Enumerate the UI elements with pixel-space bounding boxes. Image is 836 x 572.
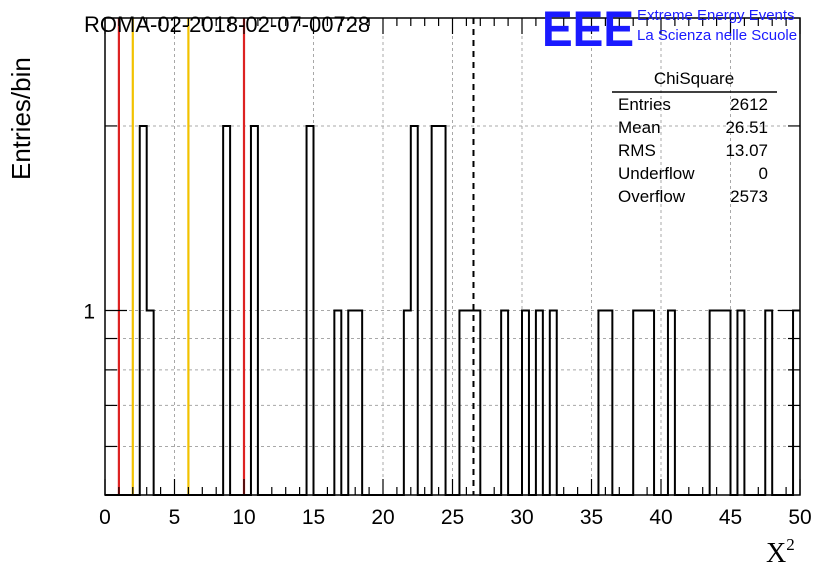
x-axis-label-base: X (766, 538, 786, 569)
y-axis-label: Entries/bin (6, 57, 36, 180)
stats-label: Mean (618, 118, 661, 137)
x-tick-label: 40 (649, 506, 672, 529)
x-tick-label: 50 (788, 506, 811, 529)
marker-lines (117, 18, 475, 495)
x-axis-label-superscript: 2 (786, 535, 795, 554)
axis-ticks (104, 18, 801, 495)
logo-line-1: Extreme Energy Events (637, 7, 795, 24)
x-tick-label: 15 (302, 506, 325, 529)
stats-box: ChiSquare Entries 2612 Mean 26.51 RMS 13.07 Un… (612, 69, 777, 206)
stats-value: 26.51 (725, 118, 768, 137)
eee-logo: EEE Extreme Energy Events La Scienza nel… (542, 1, 797, 57)
stats-label: Underflow (618, 164, 695, 183)
stats-value: 2612 (730, 95, 768, 114)
x-tick-label: 35 (580, 506, 603, 529)
chart-title: ROMA-02-2018-02-07-00728 (84, 12, 370, 37)
x-tick-label: 5 (169, 506, 181, 529)
x-tick-label: 30 (510, 506, 533, 529)
x-tick-label: 20 (371, 506, 394, 529)
x-tick-label: 0 (99, 506, 111, 529)
plot-frame (104, 17, 801, 496)
grid (105, 18, 800, 495)
stats-title: ChiSquare (654, 69, 734, 88)
x-tick-label: 45 (719, 506, 742, 529)
x-tick-label: 25 (441, 506, 464, 529)
stats-value: 0 (759, 164, 768, 183)
stats-value: 13.07 (725, 141, 768, 160)
x-tick-label: 10 (232, 506, 255, 529)
stats-label: Overflow (618, 187, 686, 206)
logo-mark: EEE (542, 1, 634, 57)
logo-line-2: La Scienza nelle Scuole (637, 27, 797, 44)
y-tick-label: 1 (83, 300, 95, 323)
y-tick-labels: 1 (83, 300, 95, 323)
x-axis-label: X2 (766, 535, 795, 569)
x-tick-labels: 0 5 10 15 20 25 30 35 40 45 50 (99, 506, 812, 529)
stats-value: 2573 (730, 187, 768, 206)
stats-rows: Entries 2612 Mean 26.51 RMS 13.07 Underflow 0 Ov… (618, 95, 768, 206)
stats-label: Entries (618, 95, 671, 114)
stats-label: RMS (618, 141, 656, 160)
